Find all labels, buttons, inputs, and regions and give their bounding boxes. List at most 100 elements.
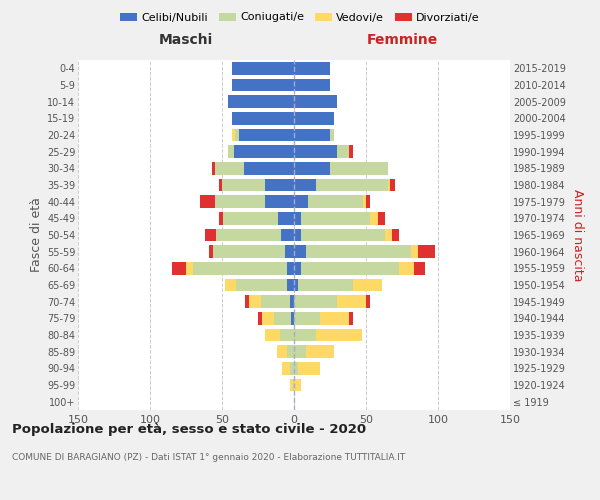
Bar	[294, 196, 308, 208]
Bar	[294, 312, 320, 324]
Bar	[349, 312, 353, 324]
Bar	[337, 296, 366, 308]
Y-axis label: Anni di nascita: Anni di nascita	[571, 188, 584, 281]
Bar	[363, 196, 366, 208]
Bar	[294, 346, 305, 358]
Bar	[392, 229, 399, 241]
Bar	[301, 229, 385, 241]
Bar	[225, 279, 236, 291]
Bar	[305, 346, 334, 358]
Bar	[219, 179, 222, 192]
Bar	[193, 262, 287, 274]
Bar	[200, 196, 215, 208]
Bar	[186, 262, 193, 274]
Bar	[298, 279, 353, 291]
Bar	[294, 212, 301, 224]
Bar	[349, 146, 353, 158]
Bar	[250, 296, 261, 308]
Bar	[233, 146, 294, 158]
Bar	[228, 96, 294, 108]
Bar	[385, 229, 392, 241]
Bar	[236, 279, 287, 291]
Bar	[290, 362, 294, 374]
Bar	[239, 129, 294, 141]
Bar	[294, 329, 316, 341]
Bar	[294, 229, 301, 241]
Bar	[219, 212, 223, 224]
Bar	[222, 179, 265, 192]
Bar	[265, 329, 280, 341]
Bar	[294, 62, 330, 74]
Bar	[278, 212, 294, 224]
Bar	[337, 146, 349, 158]
Bar	[290, 296, 294, 308]
Bar	[287, 262, 294, 274]
Bar	[214, 246, 286, 258]
Bar	[391, 179, 395, 192]
Bar	[308, 196, 363, 208]
Legend: Celibi/Nubili, Coniugati/e, Vedovi/e, Divorziati/e: Celibi/Nubili, Coniugati/e, Vedovi/e, Di…	[116, 8, 484, 27]
Bar	[413, 262, 425, 274]
Bar	[215, 196, 265, 208]
Bar	[291, 312, 294, 324]
Bar	[301, 212, 370, 224]
Bar	[399, 262, 413, 274]
Bar	[377, 212, 385, 224]
Bar	[294, 379, 301, 391]
Bar	[209, 246, 214, 258]
Bar	[320, 312, 349, 324]
Bar	[215, 162, 244, 174]
Bar	[294, 129, 330, 141]
Bar	[205, 229, 216, 241]
Bar	[232, 62, 294, 74]
Bar	[265, 196, 294, 208]
Bar	[305, 246, 410, 258]
Bar	[330, 129, 334, 141]
Bar	[388, 179, 391, 192]
Bar	[294, 179, 316, 192]
Bar	[245, 296, 250, 308]
Bar	[287, 346, 294, 358]
Bar	[228, 146, 233, 158]
Bar	[235, 129, 239, 141]
Bar	[277, 346, 287, 358]
Bar	[223, 212, 278, 224]
Bar	[294, 146, 337, 158]
Bar	[293, 379, 294, 391]
Text: Popolazione per età, sesso e stato civile - 2020: Popolazione per età, sesso e stato civil…	[12, 422, 366, 436]
Bar	[298, 362, 320, 374]
Bar	[232, 112, 294, 124]
Bar	[294, 162, 330, 174]
Bar	[294, 96, 337, 108]
Y-axis label: Fasce di età: Fasce di età	[29, 198, 43, 272]
Bar	[265, 179, 294, 192]
Bar	[294, 112, 334, 124]
Bar	[290, 379, 293, 391]
Bar	[316, 179, 388, 192]
Bar	[366, 296, 370, 308]
Bar	[294, 362, 298, 374]
Bar	[274, 312, 291, 324]
Bar	[172, 262, 186, 274]
Bar	[261, 296, 290, 308]
Bar	[418, 246, 435, 258]
Text: COMUNE DI BARAGIANO (PZ) - Dati ISTAT 1° gennaio 2020 - Elaborazione TUTTITALIA.: COMUNE DI BARAGIANO (PZ) - Dati ISTAT 1°…	[12, 452, 405, 462]
Bar	[280, 329, 294, 341]
Bar	[294, 79, 330, 92]
Bar	[258, 312, 262, 324]
Bar	[212, 162, 215, 174]
Bar	[410, 246, 418, 258]
Bar	[301, 262, 399, 274]
Bar	[216, 229, 281, 241]
Bar	[353, 279, 382, 291]
Bar	[294, 279, 298, 291]
Bar	[244, 162, 294, 174]
Bar	[232, 79, 294, 92]
Bar	[294, 296, 337, 308]
Text: Maschi: Maschi	[159, 32, 213, 46]
Bar	[232, 129, 235, 141]
Bar	[370, 212, 377, 224]
Bar	[286, 246, 294, 258]
Bar	[262, 312, 274, 324]
Text: Femmine: Femmine	[367, 32, 437, 46]
